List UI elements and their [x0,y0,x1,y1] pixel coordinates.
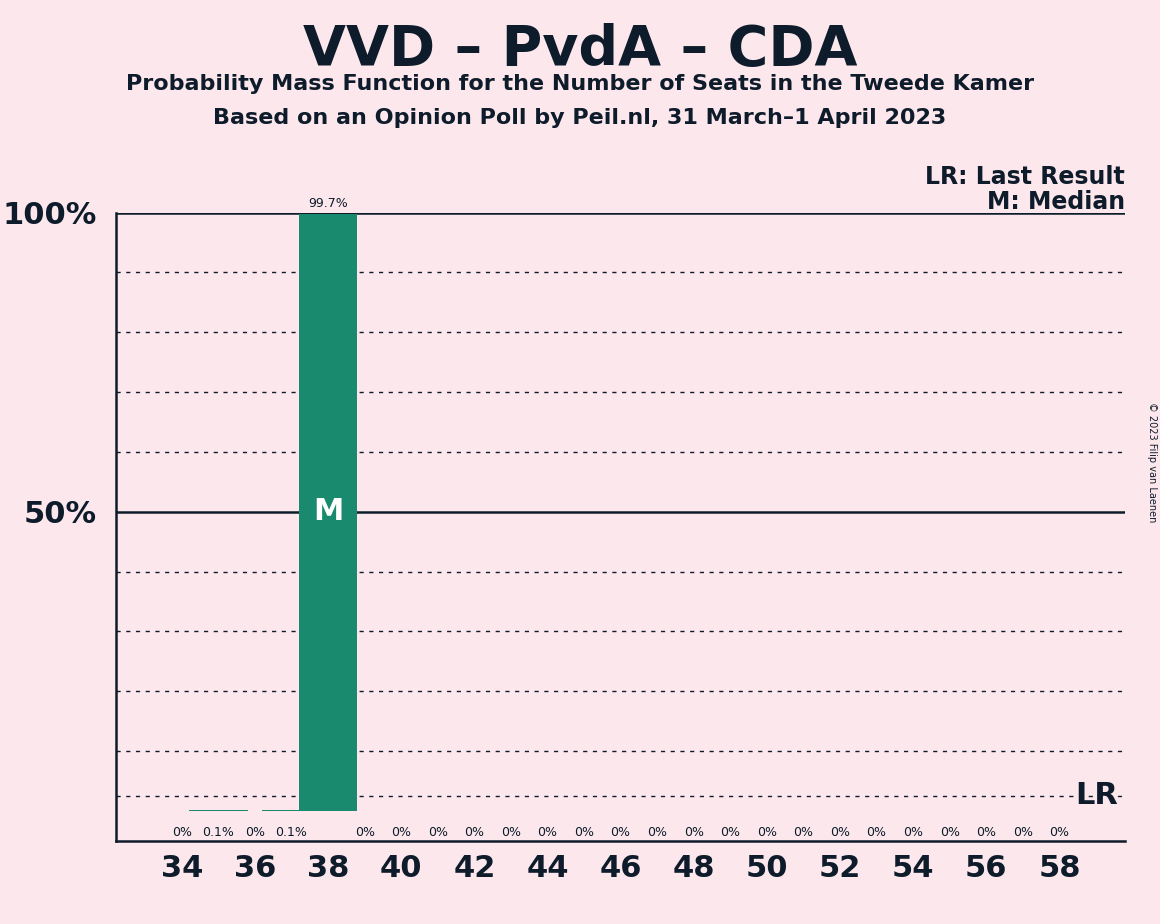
Text: 0%: 0% [720,826,740,839]
Text: 0%: 0% [537,826,558,839]
Text: 0%: 0% [1013,826,1032,839]
Text: Based on an Opinion Poll by Peil.nl, 31 March–1 April 2023: Based on an Opinion Poll by Peil.nl, 31 … [213,108,947,128]
Text: 0%: 0% [831,826,850,839]
Text: 0%: 0% [391,826,411,839]
Text: Probability Mass Function for the Number of Seats in the Tweede Kamer: Probability Mass Function for the Number… [126,74,1034,94]
Text: 0%: 0% [245,826,264,839]
Text: 0%: 0% [574,826,594,839]
Text: 0%: 0% [464,826,485,839]
Text: 0%: 0% [904,826,923,839]
Text: 0%: 0% [355,826,375,839]
Text: 0%: 0% [501,826,521,839]
Text: 0%: 0% [610,826,631,839]
Text: 0%: 0% [1050,826,1070,839]
Text: LR: Last Result: LR: Last Result [926,165,1125,189]
Text: 0%: 0% [867,826,886,839]
Text: 0.1%: 0.1% [276,826,307,839]
Text: M: M [313,497,343,527]
Text: LR: LR [1075,782,1118,810]
Bar [299,214,357,811]
Text: 0.1%: 0.1% [203,826,234,839]
Text: 0%: 0% [428,826,448,839]
Text: 0%: 0% [172,826,191,839]
Text: 0%: 0% [940,826,959,839]
Text: 0%: 0% [683,826,704,839]
Text: 0%: 0% [647,826,667,839]
Text: M: Median: M: Median [987,190,1125,214]
Text: 0%: 0% [756,826,777,839]
Text: © 2023 Filip van Laenen: © 2023 Filip van Laenen [1146,402,1157,522]
Text: 0%: 0% [793,826,813,839]
Text: 0%: 0% [977,826,996,839]
Text: VVD – PvdA – CDA: VVD – PvdA – CDA [303,23,857,77]
Text: 99.7%: 99.7% [309,197,348,210]
